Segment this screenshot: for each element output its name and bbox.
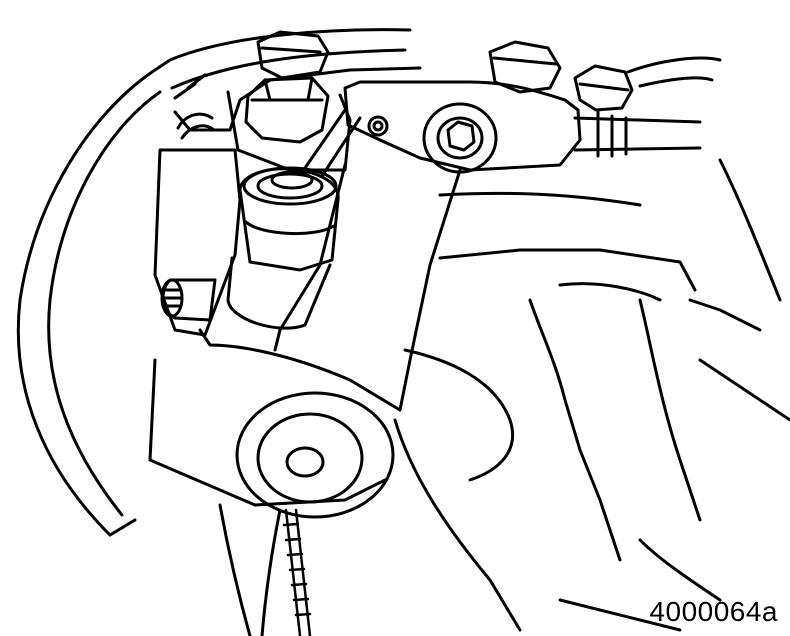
- caliper-bolt-left: [256, 30, 330, 80]
- wheel-cylinder: [226, 166, 340, 330]
- mounting-hole: [235, 391, 395, 519]
- caliper-bracket-arm: [148, 163, 697, 507]
- figure-id-label: 4000064a: [649, 596, 778, 627]
- caliper-body: [153, 66, 422, 337]
- guide-pin-bracket: [343, 80, 582, 172]
- steering-knuckle: [218, 282, 762, 636]
- bleed-nipple: [160, 278, 217, 322]
- allen-bolt: [422, 102, 498, 174]
- brake-hose: [573, 56, 722, 158]
- caliper-bolt-center: [244, 76, 330, 144]
- sensor-cable: [282, 508, 312, 636]
- hose-fitting-bolt: [573, 64, 634, 112]
- tool-shaft: [303, 108, 362, 178]
- background-contours: [558, 158, 790, 632]
